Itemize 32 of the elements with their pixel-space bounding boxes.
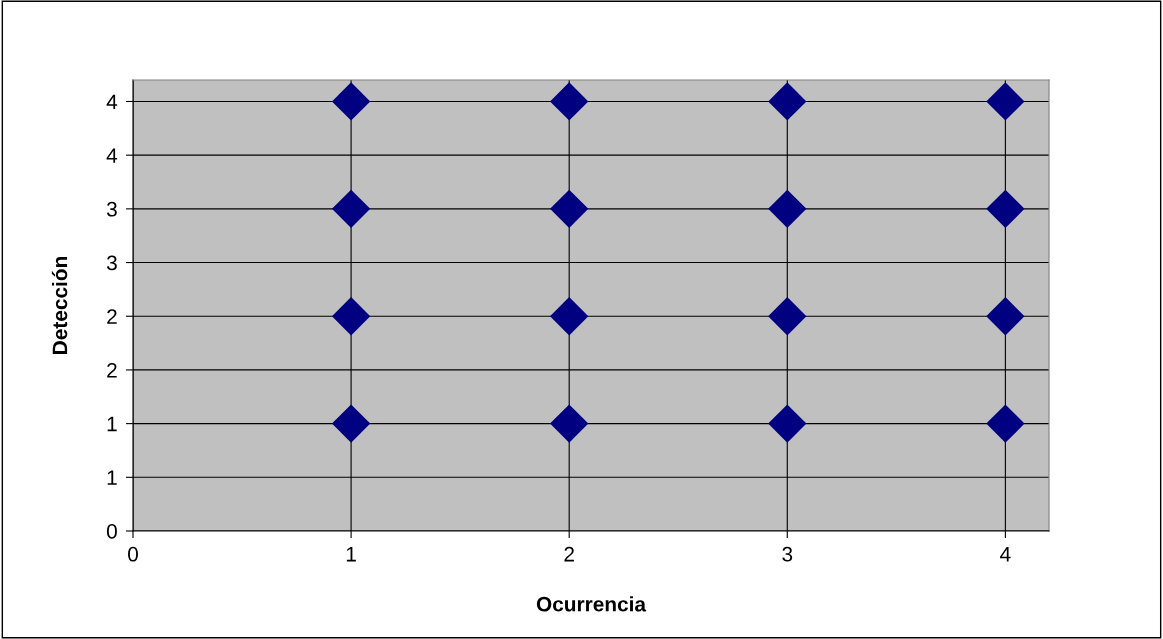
point — [768, 404, 807, 443]
y-tick-label: 4 — [106, 94, 118, 110]
point — [331, 404, 371, 443]
x-axis-title: Ocurrencia — [536, 596, 647, 612]
y-tick-label: 0 — [106, 524, 117, 539]
x-tick-label: 1 — [346, 547, 356, 562]
y-tick-label: 1 — [107, 416, 117, 432]
y-tick-label: 1 — [107, 470, 117, 485]
point — [331, 189, 371, 228]
x-tick-label: 2 — [564, 546, 574, 562]
point — [986, 404, 1025, 443]
point — [331, 82, 371, 121]
y-tick-label: 4 — [106, 148, 118, 163]
point — [986, 189, 1025, 228]
point — [331, 297, 371, 336]
y-tick-label: 3 — [106, 255, 117, 271]
y-tick-label: 3 — [106, 201, 117, 217]
point — [986, 82, 1025, 121]
y-tick-label: 2 — [107, 309, 117, 324]
x-tick-label: 4 — [1000, 547, 1011, 562]
y-tick-label: 2 — [107, 362, 117, 378]
point — [986, 297, 1025, 336]
x-tick-label: 3 — [782, 546, 793, 562]
point — [768, 189, 807, 228]
x-tick-label: 0 — [128, 546, 138, 562]
point — [550, 82, 589, 121]
point — [550, 404, 589, 443]
point — [768, 82, 807, 121]
point — [768, 297, 807, 336]
point — [550, 189, 589, 228]
y-axis-title: Detección — [51, 257, 68, 354]
point — [550, 297, 589, 336]
